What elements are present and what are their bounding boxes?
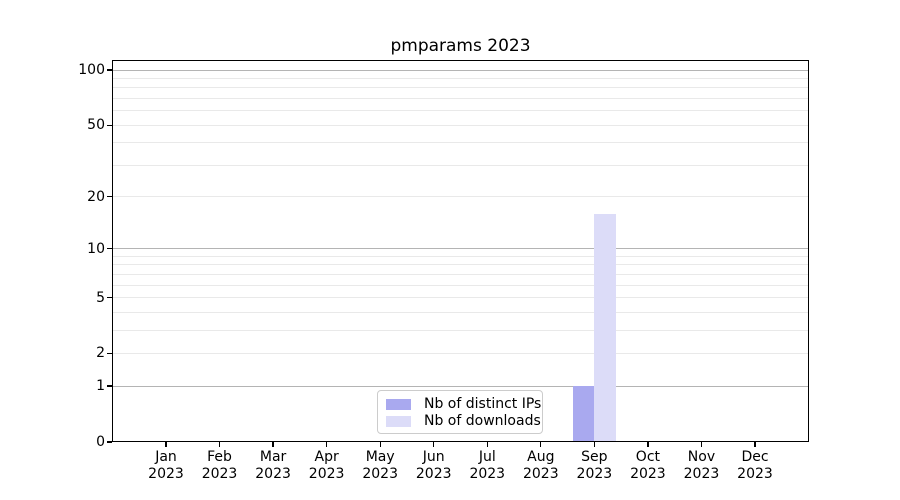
x-tick-mark	[486, 442, 488, 447]
y-tick-mark	[107, 124, 112, 126]
x-tick-mark	[754, 442, 756, 447]
bar-distinct-ips	[572, 386, 595, 442]
x-tick-label: Nov 2023	[669, 449, 733, 483]
x-tick-label-month: Jul	[478, 449, 496, 465]
chart-title: pmparams 2023	[390, 36, 531, 56]
y-tick-label: 1	[96, 378, 105, 395]
legend-row-downloads: Nb of downloads	[386, 413, 541, 429]
x-tick-label-year: 2023	[683, 466, 720, 482]
y-tick-mark	[107, 296, 112, 299]
x-tick-mark	[379, 442, 381, 447]
x-tick-label: Dec 2023	[723, 449, 787, 483]
gridline-minor	[113, 196, 808, 198]
gridline-minor	[113, 164, 808, 166]
x-tick-label-year: 2023	[576, 466, 613, 482]
x-tick-label-month: May	[365, 449, 395, 465]
x-tick-label: Jul 2023	[455, 449, 519, 483]
x-tick-label-month: Sep	[581, 449, 608, 465]
x-tick-mark	[325, 442, 328, 447]
x-tick-mark	[165, 442, 167, 447]
gridline-minor	[113, 284, 808, 286]
x-tick-label: Aug 2023	[509, 449, 573, 483]
x-tick-label-month: Dec	[741, 449, 769, 465]
gridline-minor	[113, 142, 808, 144]
x-tick-label: Sep 2023	[562, 449, 626, 483]
x-tick-mark	[700, 442, 703, 447]
y-tick-label: 50	[87, 117, 105, 134]
x-tick-label-month: Aug	[527, 449, 555, 465]
x-tick-label: Apr 2023	[295, 449, 359, 483]
y-tick-label: 10	[87, 240, 105, 257]
x-tick-label-year: 2023	[201, 466, 238, 482]
gridline-minor	[113, 124, 808, 126]
x-tick-label: Mar 2023	[241, 449, 305, 483]
gridline-major	[113, 248, 808, 250]
gridline-minor	[113, 273, 808, 275]
x-tick-label-month: Jun	[422, 449, 445, 465]
x-tick-label: Jun 2023	[402, 449, 466, 483]
legend-row-distinct-ips: Nb of distinct IPs	[386, 396, 541, 412]
legend-label-downloads: Nb of downloads	[424, 413, 541, 429]
gridline-minor	[113, 311, 808, 313]
y-tick-label: 0	[96, 434, 105, 450]
x-tick-label-year: 2023	[630, 466, 666, 482]
gridline-major	[113, 385, 808, 387]
x-tick-label-month: Nov	[687, 449, 716, 465]
x-tick-mark	[272, 442, 274, 447]
x-tick-label-year: 2023	[469, 466, 506, 482]
gridline-minor	[113, 87, 808, 89]
y-tick-mark	[107, 196, 112, 198]
y-tick-label: 5	[96, 289, 105, 306]
x-tick-mark	[540, 442, 542, 447]
gridline-minor	[113, 78, 808, 79]
gridline-minor	[113, 329, 808, 331]
y-tick-label: 100	[78, 62, 105, 79]
gridline-minor	[113, 110, 808, 112]
gridline-minor	[113, 98, 808, 99]
x-tick-mark	[593, 442, 595, 447]
legend-swatch-distinct-ips	[386, 398, 411, 410]
x-tick-label-year: 2023	[308, 466, 345, 482]
bar-downloads	[594, 213, 616, 442]
y-tick-mark	[107, 69, 112, 71]
y-tick-mark	[107, 248, 112, 250]
x-tick-mark	[218, 442, 221, 447]
legend: Nb of distinct IPs Nb of downloads	[377, 390, 543, 434]
x-tick-label-month: Mar	[259, 449, 287, 465]
legend-swatch-downloads	[386, 415, 411, 427]
x-tick-label: May 2023	[348, 449, 412, 483]
y-tick-mark	[107, 352, 112, 355]
y-tick-label: 2	[96, 345, 105, 362]
gridline-minor	[113, 352, 808, 354]
x-tick-mark	[433, 442, 435, 447]
x-tick-label-month: Oct	[635, 449, 661, 465]
gridline-minor	[113, 255, 808, 257]
x-tick-label-month: Jan	[155, 449, 177, 465]
x-tick-label-month: Feb	[207, 449, 232, 465]
gridline-major	[113, 69, 808, 71]
legend-label-distinct-ips: Nb of distinct IPs	[424, 396, 542, 412]
x-tick-label-year: 2023	[415, 466, 452, 482]
x-tick-label: Oct 2023	[616, 449, 680, 483]
x-tick-label: Jan 2023	[134, 449, 198, 483]
x-tick-mark	[647, 442, 649, 447]
x-tick-label-year: 2023	[362, 466, 398, 482]
x-tick-label-year: 2023	[737, 466, 773, 482]
x-tick-label-year: 2023	[148, 466, 184, 482]
x-tick-label: Feb 2023	[188, 449, 252, 483]
gridline-minor	[113, 264, 808, 266]
gridline-minor	[113, 297, 808, 299]
y-tick-mark	[107, 441, 112, 443]
x-tick-label-month: Apr	[314, 449, 339, 465]
y-tick-label: 20	[87, 188, 105, 205]
x-tick-label-year: 2023	[255, 466, 291, 482]
y-tick-mark	[107, 385, 112, 387]
x-tick-label-year: 2023	[522, 466, 559, 482]
